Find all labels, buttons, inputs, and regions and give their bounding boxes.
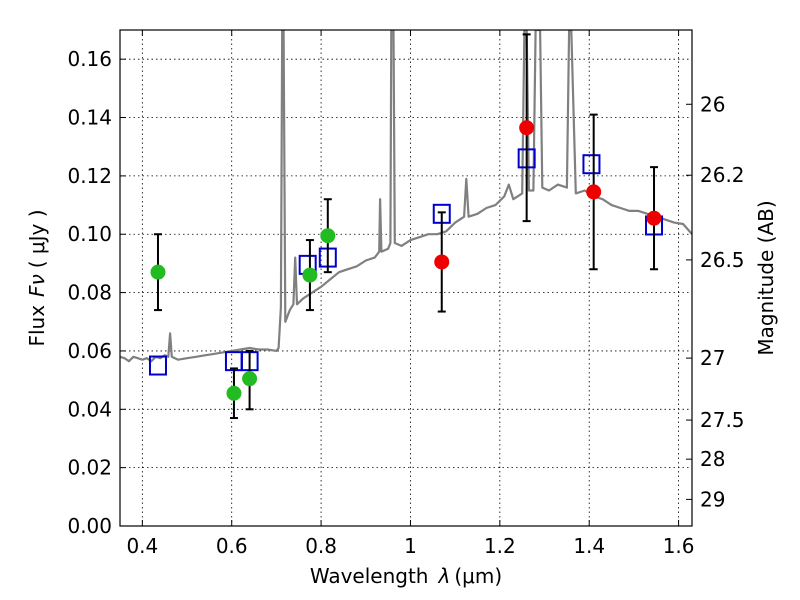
observed-photometry-point [519,120,535,136]
model-photometry-square [582,154,601,175]
y-tick-label: 0.00 [67,514,112,538]
axis-ticks: 0.4 0.6 0.8 1 1.2 1.4 1.6 0.00 0.02 0.04 0.06 0.08 0… [67,30,745,558]
right-axis-label: Magnitude (AB) [754,200,778,355]
right-tick-label: 29 [700,487,725,511]
x-tick-label: 0.4 [126,534,158,558]
observed-photometry-point [586,184,602,200]
x-axis-label: Wavelength λ (μm) [310,564,502,588]
right-tick-label: 26 [700,92,725,116]
grid-lines [120,30,692,527]
plot-frame [119,29,693,527]
y-tick-label: 0.14 [67,106,112,130]
observed-photometry-point [226,385,242,401]
plot-area [120,30,692,420]
observed-photometry-point [302,267,318,283]
x-tick-label: 1.2 [484,534,516,558]
right-tick-label: 27.5 [700,408,745,432]
model-photometry-square [148,355,167,376]
observed-photometry-point [320,228,336,244]
right-tick-label: 26.5 [700,248,745,272]
observed-photometry-point [242,371,258,387]
x-tick-label: 1.4 [573,534,605,558]
x-tick-label: 0.6 [216,534,248,558]
y-tick-label: 0.04 [67,397,112,421]
y-tick-label: 0.06 [67,339,112,363]
y-tick-label: 0.02 [67,456,112,480]
observed-photometry-point [646,210,662,226]
observed-photometry-point [150,264,166,280]
spectrum-line [120,30,692,363]
y-tick-label: 0.16 [67,47,112,71]
right-tick-label: 28 [700,447,725,471]
right-tick-label: 27 [700,346,725,370]
y-tick-label: 0.10 [67,222,112,246]
x-tick-label: 1 [404,534,417,558]
x-tick-label: 1.6 [663,534,695,558]
y-tick-label: 0.12 [67,164,112,188]
right-tick-label: 26.2 [700,163,745,187]
y-axis-label: FluxFν( μJy ) [25,209,49,346]
y-tick-label: 0.08 [67,281,112,305]
x-tick-label: 0.8 [305,534,337,558]
observed-photometry-point [434,254,450,270]
